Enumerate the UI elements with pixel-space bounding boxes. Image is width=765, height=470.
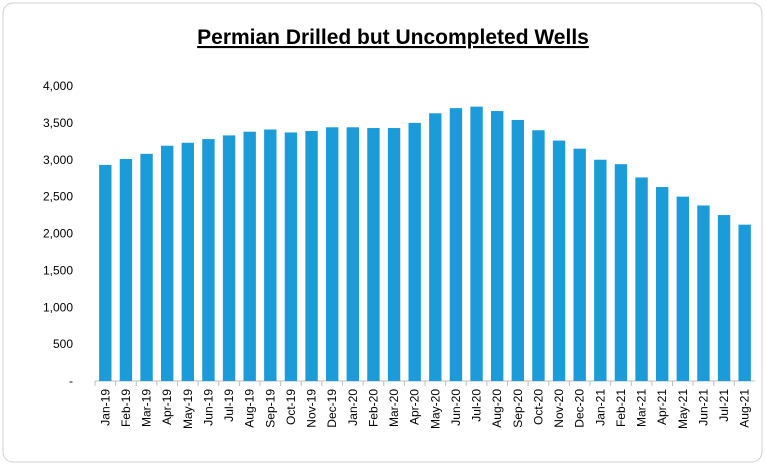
x-tick-label: Aug-21: [738, 389, 752, 428]
x-tick-label: Nov-20: [552, 389, 566, 428]
x-tick-label: Apr-19: [160, 389, 174, 425]
bar: [635, 177, 648, 381]
bar: [552, 140, 566, 381]
x-tick-label: Feb-20: [366, 389, 380, 427]
y-tick-label: 2,500: [43, 190, 73, 204]
bar: [264, 129, 277, 381]
bar: [614, 164, 628, 381]
x-tick-label: Nov-19: [305, 389, 319, 428]
x-tick-label: Aug-20: [490, 389, 504, 428]
x-tick-label: Jun-19: [201, 389, 215, 426]
y-tick-label: 4,000: [43, 79, 73, 93]
x-tick-label: May-21: [676, 389, 690, 429]
x-tick-label: Mar-21: [635, 389, 649, 427]
x-tick-label: Mar-19: [140, 389, 154, 427]
bar: [119, 159, 133, 381]
bar: [284, 132, 298, 381]
bar: [429, 113, 442, 381]
bar: [511, 119, 524, 382]
bar: [532, 130, 545, 381]
bar: [738, 224, 751, 381]
x-tick-label: Feb-19: [119, 389, 133, 427]
bar: [346, 127, 359, 381]
x-tick-label: Jul-21: [717, 389, 731, 422]
bar: [408, 122, 421, 381]
x-tick-label: May-19: [181, 389, 195, 429]
x-tick-label: Oct-19: [284, 389, 298, 425]
bar: [161, 145, 174, 381]
x-tick-label: Apr-21: [655, 389, 669, 425]
bar: [676, 196, 689, 381]
bar: [697, 205, 710, 381]
y-tick-label: 1,500: [43, 263, 73, 277]
bar: [470, 106, 483, 382]
bar: [99, 164, 112, 381]
x-tick-label: Dec-19: [325, 389, 339, 428]
x-tick-label: May-20: [428, 389, 442, 429]
y-tick-label: 3,500: [43, 116, 73, 130]
x-tick-label: Jun-21: [696, 389, 710, 426]
chart-title: Permian Drilled but Uncompleted Wells: [197, 26, 589, 49]
bar: [305, 130, 318, 381]
x-tick-label: Aug-19: [243, 389, 257, 428]
bar: [367, 128, 380, 381]
bar: [387, 128, 401, 381]
x-tick-label: Feb-21: [614, 389, 628, 427]
bar: [573, 148, 586, 381]
bar: [202, 139, 215, 381]
y-tick-label: 2,000: [43, 227, 73, 241]
x-tick-label: Jun-20: [449, 389, 463, 426]
x-tick-label: Sep-20: [511, 389, 525, 428]
x-tick-label: Jan-20: [346, 389, 360, 426]
x-tick-label: Mar-20: [387, 389, 401, 427]
bar: [491, 111, 504, 381]
bar: [594, 159, 607, 381]
y-tick-label: 3,000: [43, 153, 73, 167]
x-tick-label: Sep-19: [263, 389, 277, 428]
y-tick-label: 500: [53, 337, 73, 351]
x-tick-label: Jul-19: [222, 389, 236, 422]
x-tick-label: Oct-20: [531, 389, 545, 425]
x-tick-label: Jan-21: [593, 389, 607, 426]
bar: [140, 153, 153, 381]
bar: [326, 127, 339, 381]
bar: [222, 135, 236, 381]
x-tick-label: Dec-20: [573, 389, 587, 428]
bar: [656, 187, 669, 381]
y-tick-label: 1,000: [43, 300, 73, 314]
bar: [243, 131, 256, 381]
bar: [181, 142, 194, 381]
x-tick-label: Apr-20: [408, 389, 422, 425]
x-tick-label: Jul-20: [470, 389, 484, 422]
y-tick-label: -: [69, 374, 73, 388]
bar: [449, 108, 463, 381]
bar: [717, 215, 731, 381]
x-tick-label: Jan-19: [98, 389, 112, 426]
